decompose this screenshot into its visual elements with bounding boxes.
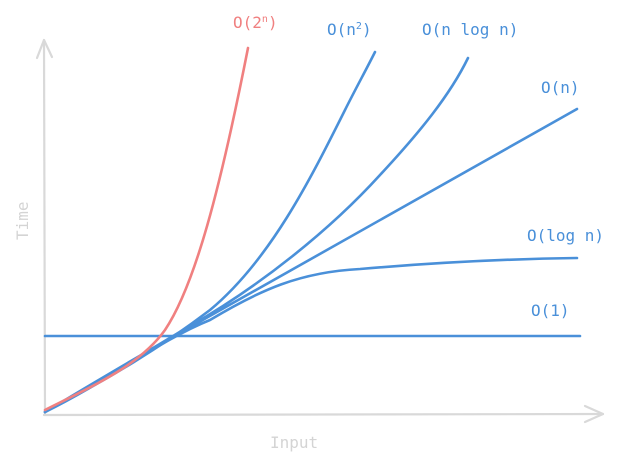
label-logarithmic: O(log n) [527, 226, 604, 245]
x-axis-arrowhead [583, 404, 605, 424]
x-axis-label: Input [270, 433, 318, 452]
curve-exponential [43, 46, 250, 412]
label-linear: O(n) [541, 78, 580, 97]
y-axis-arrowhead [35, 38, 54, 60]
curves [43, 46, 582, 414]
y-axis-line [42, 38, 47, 417]
y-axis-label: Time [13, 201, 32, 240]
curve-linearithmic [43, 56, 470, 414]
label-exponential: O(2n) [233, 13, 278, 32]
label-linearithmic: O(n log n) [422, 20, 518, 39]
curve-quadratic [43, 50, 377, 414]
curve-labels: O(2n) O(n2) O(n log n) O(n) O(log n) O(1… [233, 13, 604, 320]
label-quadratic: O(n2) [327, 20, 372, 39]
axes: Time Input [13, 38, 605, 452]
x-axis-line [42, 412, 605, 417]
label-constant: O(1) [531, 301, 570, 320]
